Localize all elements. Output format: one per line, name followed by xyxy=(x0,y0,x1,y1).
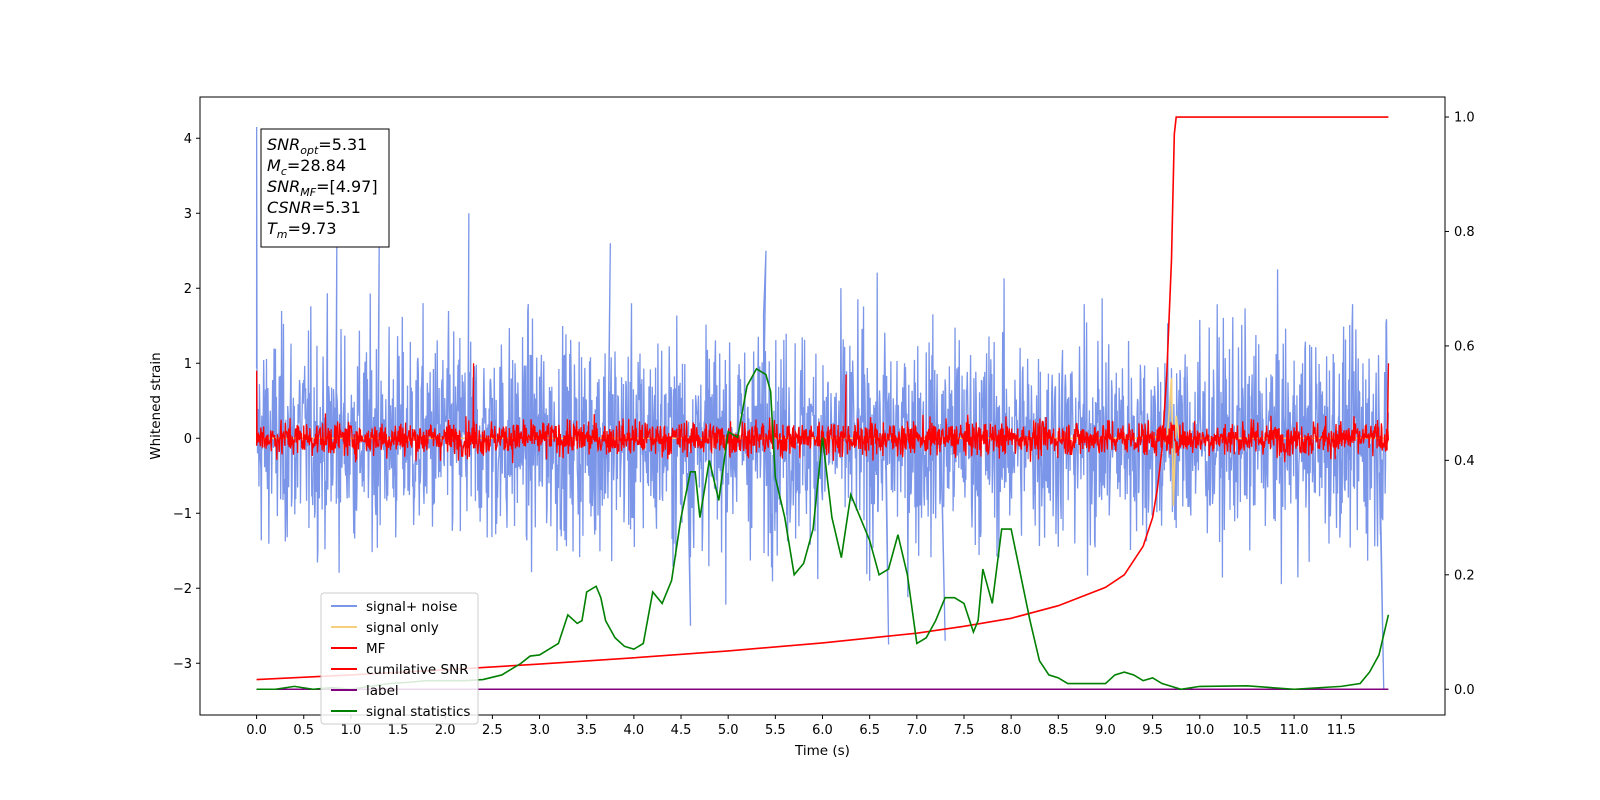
y-axis-left: 4 3 2 1 0 −1 −2 −3 xyxy=(173,132,200,672)
legend-frame xyxy=(320,592,479,725)
x-tick-label: 9.5 xyxy=(1142,723,1163,738)
annotation-line: Mc=28.84 xyxy=(267,156,346,178)
annotation-value: =5.31 xyxy=(318,135,367,154)
y-tick-label: 3 xyxy=(184,207,192,222)
y2-tick-label: 0.4 xyxy=(1454,454,1475,469)
x-tick-label: 3.5 xyxy=(576,723,597,738)
y2-tick-label: 0.0 xyxy=(1454,683,1475,698)
annotation-symbol: T xyxy=(267,219,278,238)
x-tick-label: 11.5 xyxy=(1327,723,1356,738)
x-tick-label: 11.0 xyxy=(1280,723,1309,738)
annotation-line: SNRMF=[4.97] xyxy=(267,177,378,199)
y2-tick-label: 0.8 xyxy=(1454,225,1475,240)
annotation-line: Tm=9.73 xyxy=(267,219,337,241)
x-tick-label: 0.0 xyxy=(246,723,267,738)
annotation-symbol: SNR xyxy=(267,135,300,154)
series-line-2 xyxy=(255,363,1390,464)
annotation-symbol: M xyxy=(267,156,281,175)
x-tick-label: 10.0 xyxy=(1185,723,1214,738)
x-axis: 0.0 0.5 1.0 1.5 2.0 2.5 3.0 3.5 4.0 4.5 5.0 5.5 6.0 6… xyxy=(246,715,1356,738)
y-tick-label: −3 xyxy=(173,657,192,672)
series-line-3 xyxy=(256,116,1389,681)
y2-tick-label: 0.2 xyxy=(1454,568,1475,583)
annotation-line: CSNR=5.31 xyxy=(267,198,361,217)
legend-label: signal only xyxy=(366,620,439,636)
annotation-subscript: opt xyxy=(300,144,319,157)
annotation-box: SNRopt=5.31Mc=28.84SNRMF=[4.97]CSNR=5.31… xyxy=(260,128,390,248)
annotation-symbol: SNR xyxy=(267,177,300,196)
x-tick-label: 9.0 xyxy=(1095,723,1116,738)
series-line-5 xyxy=(256,367,1390,691)
legend-label: label xyxy=(366,683,399,699)
x-tick-label: 5.0 xyxy=(718,723,739,738)
x-tick-label: 10.5 xyxy=(1232,723,1261,738)
x-tick-label: 1.0 xyxy=(341,723,362,738)
y-tick-label: 4 xyxy=(184,132,192,147)
x-tick-label: 4.5 xyxy=(671,723,692,738)
x-tick-label: 0.5 xyxy=(293,723,314,738)
annotation-value: =9.73 xyxy=(288,219,337,238)
plot-area xyxy=(255,116,1390,691)
annotation-value: =28.84 xyxy=(287,156,346,175)
x-axis-label: Time (s) xyxy=(794,743,850,759)
legend-label: signal statistics xyxy=(366,704,470,720)
x-tick-label: 3.0 xyxy=(529,723,550,738)
x-tick-label: 2.5 xyxy=(482,723,503,738)
x-tick-label: 2.0 xyxy=(435,723,456,738)
y-tick-label: −2 xyxy=(173,582,192,597)
y-tick-label: 0 xyxy=(184,432,192,447)
x-tick-label: 5.5 xyxy=(765,723,786,738)
annotation-frame xyxy=(260,128,390,248)
series-line-1 xyxy=(256,378,1389,506)
x-tick-label: 8.0 xyxy=(1001,723,1022,738)
annotation-value: =[4.97] xyxy=(316,177,378,196)
legend-label: signal+ noise xyxy=(366,599,457,615)
annotation-symbol: CSNR xyxy=(267,198,312,217)
x-tick-label: 6.5 xyxy=(859,723,880,738)
y2-tick-label: 1.0 xyxy=(1454,111,1475,126)
annotation-value: =5.31 xyxy=(312,198,361,217)
x-tick-label: 4.0 xyxy=(624,723,645,738)
x-tick-label: 1.5 xyxy=(388,723,409,738)
annotation-subscript: MF xyxy=(300,186,316,199)
x-tick-label: 7.0 xyxy=(906,723,927,738)
x-tick-label: 8.5 xyxy=(1048,723,1069,738)
y2-tick-label: 0.6 xyxy=(1454,339,1475,354)
legend-label: cumilative SNR xyxy=(366,662,469,678)
legend: signal+ noise signal only MF cumilative SNR… xyxy=(320,592,479,725)
y-axis-right: 1.0 0.8 0.6 0.4 0.2 0.0 xyxy=(1445,111,1475,698)
x-tick-label: 7.5 xyxy=(954,723,975,738)
annotation-line: SNRopt=5.31 xyxy=(267,135,367,157)
y-axis-label: Whitened strain xyxy=(148,352,164,459)
annotation-subscript: m xyxy=(277,228,288,241)
legend-label: MF xyxy=(366,641,385,657)
y-tick-label: −1 xyxy=(173,507,192,522)
y-tick-label: 1 xyxy=(184,357,192,372)
annotation-subscript: c xyxy=(281,165,287,178)
y-tick-label: 2 xyxy=(184,282,192,297)
x-tick-label: 6.0 xyxy=(812,723,833,738)
